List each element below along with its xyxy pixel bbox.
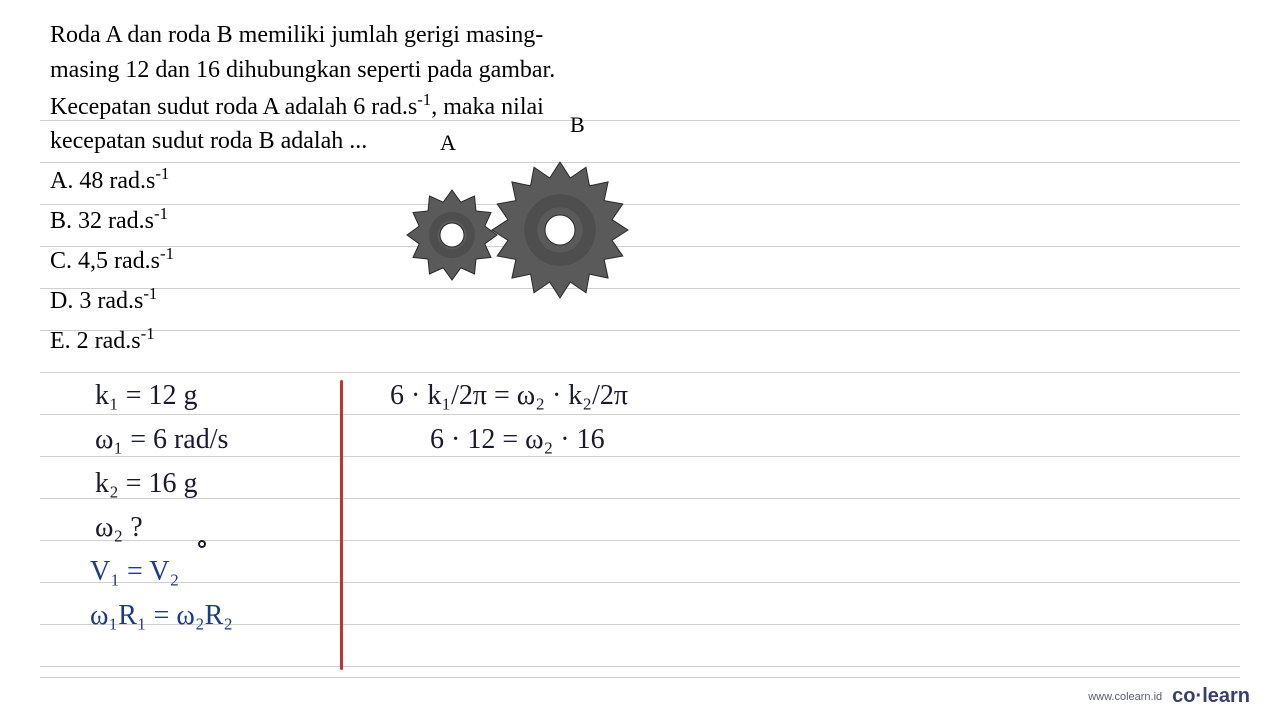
handwriting-line-2: k₂ = 16 g	[95, 468, 198, 500]
small-circle-mark	[198, 540, 206, 548]
problem-statement: Roda A dan roda B memiliki jumlah gerigi…	[50, 18, 690, 159]
handwriting-line-0: k₁ = 12 g	[95, 380, 198, 412]
handwriting-line-7: 6 · 12 = ω₂ · 16	[430, 424, 605, 456]
problem-page: Roda A dan roda B memiliki jumlah gerigi…	[0, 0, 1280, 359]
footer-logo: co·learn	[1172, 685, 1250, 708]
gear-a-label: A	[440, 130, 456, 156]
handwriting-line-1: ω₁ = 6 rad/s	[95, 424, 228, 456]
footer: www.colearn.id co·learn	[1088, 685, 1250, 708]
handwriting-line-6: 6 · k₁/2π = ω₂ · k₂/2π	[390, 380, 628, 412]
handwriting-line-3: ω₂ ?	[95, 512, 143, 544]
vertical-divider	[340, 380, 343, 670]
option-e: E. 2 rad.s-1	[50, 321, 1230, 359]
gear-b-label: B	[570, 112, 585, 138]
gear-diagram: A B	[400, 140, 650, 325]
handwriting-line-4: V₁ = V₂	[90, 556, 179, 588]
footer-rule	[40, 677, 1240, 678]
handwriting-line-5: ω₁R₁ = ω₂R₂	[90, 600, 233, 632]
problem-line-2: masing 12 dan 16 dihubungkan seperti pad…	[50, 53, 690, 88]
footer-url: www.colearn.id	[1088, 691, 1162, 703]
problem-line-1: Roda A dan roda B memiliki jumlah gerigi…	[50, 18, 690, 53]
gears-svg	[400, 140, 650, 320]
problem-line-3: Kecepatan sudut roda A adalah 6 rad.s-1,…	[50, 88, 690, 125]
